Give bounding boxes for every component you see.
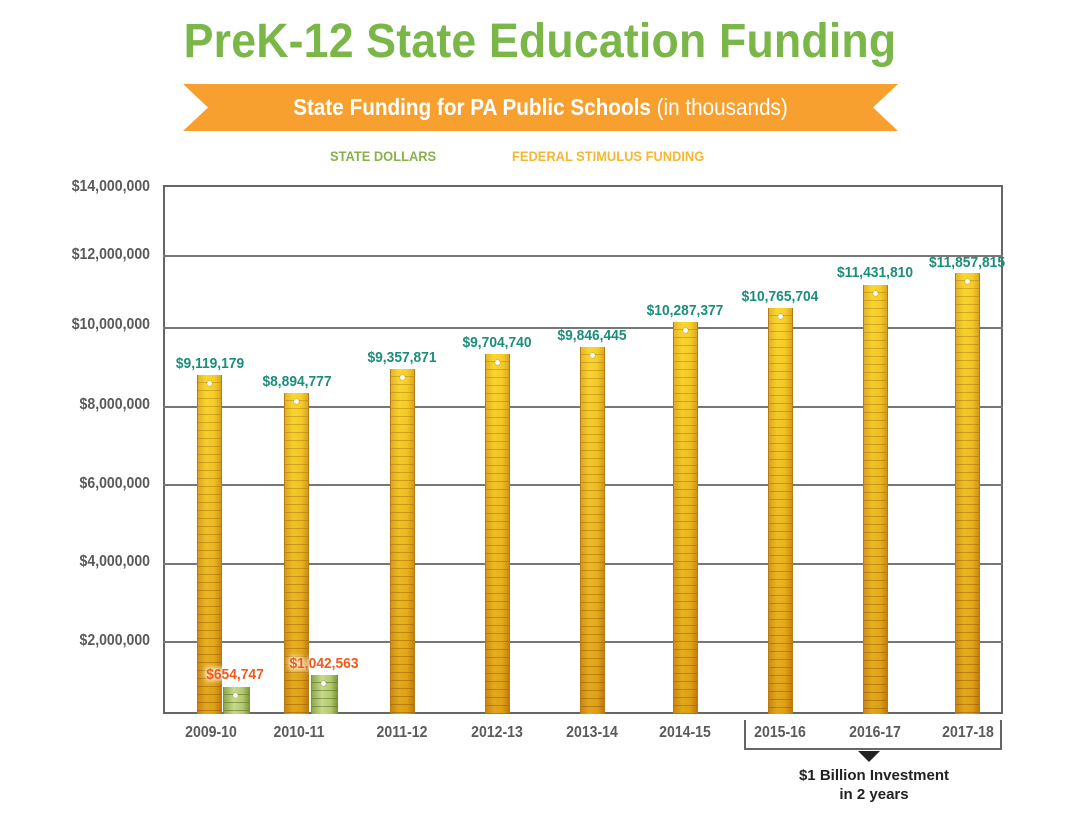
ruler-hole-icon <box>233 693 238 698</box>
banner-ribbon-shape <box>183 84 898 131</box>
value-label-federal-2010-11: $1,042,563 <box>289 655 359 672</box>
ruler-hole-icon <box>400 375 405 380</box>
y-tick-14m: $14,000,000 <box>71 178 150 195</box>
legend-federal-stimulus: FEDERAL STIMULUS FUNDING <box>512 148 705 164</box>
ruler-hole-icon <box>321 681 326 686</box>
annotation-line-1: $1 Billion Investment <box>798 767 950 784</box>
value-label-state-2012-13: $9,704,740 <box>462 334 532 351</box>
ruler-hole-icon <box>207 381 212 386</box>
subtitle-banner: State Funding for PA Public Schools (in … <box>183 84 898 131</box>
y-tick-12m: $12,000,000 <box>71 246 150 263</box>
value-label-state-2016-17: $11,431,810 <box>837 264 913 281</box>
chart-title: PreK-12 State Education Funding <box>183 15 897 68</box>
x-tick-2010-11: 2010-11 <box>273 724 325 741</box>
x-tick-2012-13: 2012-13 <box>471 724 523 741</box>
value-label-state-2009-10: $9,119,179 <box>175 355 245 372</box>
bar-state-2010-11 <box>284 393 309 714</box>
x-tick-2016-17: 2016-17 <box>849 724 901 741</box>
investment-annotation: $1 Billion Investment in 2 years <box>744 766 1004 804</box>
subtitle-text: State Funding for PA Public Schools (in … <box>219 84 863 131</box>
y-tick-8m: $8,000,000 <box>79 396 150 413</box>
gridline-12m <box>163 255 1003 257</box>
y-tick-10m: $10,000,000 <box>71 316 150 333</box>
bar-federal-2009-10 <box>223 687 250 714</box>
ruler-hole-icon <box>683 328 688 333</box>
bar-state-2009-10 <box>197 375 222 714</box>
x-tick-2009-10: 2009-10 <box>185 724 237 741</box>
ruler-hole-icon <box>495 360 500 365</box>
bar-state-2016-17 <box>863 285 888 714</box>
legend-state-dollars: STATE DOLLARS <box>330 148 437 164</box>
bar-state-2011-12 <box>390 369 415 714</box>
x-tick-2011-12: 2011-12 <box>376 724 428 741</box>
value-label-state-2017-18: $11,857,815 <box>929 254 1005 271</box>
y-tick-6m: $6,000,000 <box>79 475 150 492</box>
bar-state-2015-16 <box>768 308 793 714</box>
x-tick-2013-14: 2013-14 <box>566 724 618 741</box>
value-label-state-2015-16: $10,765,704 <box>741 288 819 305</box>
annotation-line-2: in 2 years <box>839 786 909 803</box>
ruler-hole-icon <box>590 353 595 358</box>
subtitle-units: (in thousands) <box>656 94 788 120</box>
bar-state-2012-13 <box>485 354 510 714</box>
bar-state-2013-14 <box>580 347 605 714</box>
x-tick-2015-16: 2015-16 <box>754 724 806 741</box>
down-arrow-icon <box>858 751 880 762</box>
bar-state-2017-18 <box>955 273 980 714</box>
bar-federal-2010-11 <box>311 675 338 714</box>
ruler-hole-icon <box>873 291 878 296</box>
x-tick-2014-15: 2014-15 <box>659 724 711 741</box>
value-label-state-2013-14: $9,846,445 <box>557 327 627 344</box>
ruler-hole-icon <box>965 279 970 284</box>
value-label-state-2014-15: $10,287,377 <box>646 302 724 319</box>
ruler-hole-icon <box>294 399 299 404</box>
y-tick-2m: $2,000,000 <box>79 632 150 649</box>
y-tick-4m: $4,000,000 <box>79 553 150 570</box>
investment-bracket <box>744 720 1002 750</box>
x-tick-2017-18: 2017-18 <box>942 724 994 741</box>
ruler-hole-icon <box>778 314 783 319</box>
bar-state-2014-15 <box>673 322 698 714</box>
value-label-state-2011-12: $9,357,871 <box>367 349 437 366</box>
value-label-federal-2009-10: $654,747 <box>206 666 264 683</box>
subtitle-main: State Funding for PA Public Schools <box>293 94 651 120</box>
value-label-state-2010-11: $8,894,777 <box>262 373 332 390</box>
gridline-10m <box>163 327 1003 329</box>
